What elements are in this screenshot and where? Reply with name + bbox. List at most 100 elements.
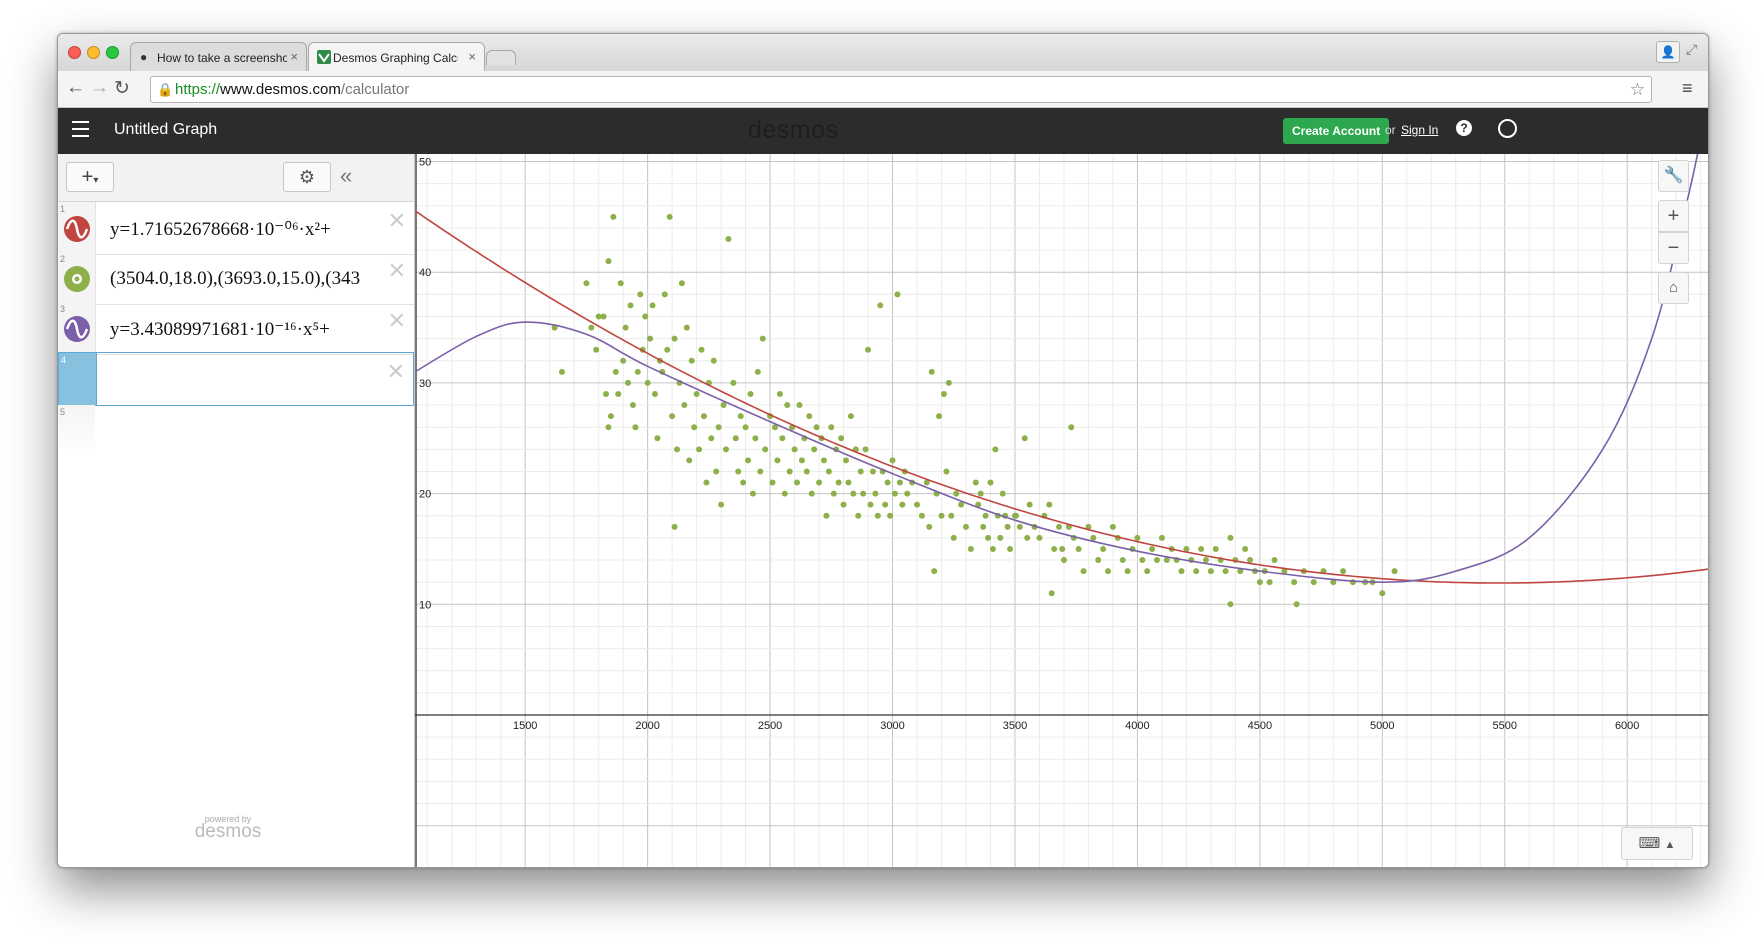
tab-close-icon[interactable]: ×	[290, 49, 298, 64]
delete-expression-icon[interactable]: ✕	[386, 359, 405, 384]
data-point	[889, 457, 896, 464]
expression-row-2[interactable]: 2 (3504.0,18.0),(3693.0,15.0),(343 ✕	[58, 252, 414, 305]
graph-title[interactable]: Untitled Graph	[114, 121, 218, 138]
gear-icon: ⚙	[298, 167, 316, 187]
data-point	[845, 479, 852, 486]
graph-canvas[interactable]: 1500 2000 2500 3000 3500 4000 4500 5000 5500 6000…	[415, 154, 1708, 867]
tab-close-icon[interactable]: ×	[468, 49, 476, 64]
data-point	[1247, 557, 1254, 564]
expression-index: 2	[60, 254, 66, 264]
collapse-panel-button[interactable]: «	[340, 163, 352, 189]
data-point	[982, 512, 989, 519]
data-point	[627, 302, 634, 309]
graph-paper[interactable]: 1500 2000 2500 3000 3500 4000 4500 5000 5500 6000…	[415, 154, 1708, 867]
data-point	[855, 512, 862, 519]
expression-row-5[interactable]: 5	[58, 405, 414, 455]
expression-text[interactable]: y=1.71652678668·10⁻⁰⁶·x²+	[110, 219, 331, 240]
back-arrow-icon[interactable]: ←	[66, 77, 85, 98]
url-path: /calculator	[340, 81, 410, 98]
desmos-header: Untitled Graph desmos Create Account or …	[58, 108, 1708, 154]
expression-row-4[interactable]: 4 ✕	[58, 352, 414, 406]
data-point	[625, 379, 632, 386]
data-point	[914, 501, 921, 508]
zoom-in-button[interactable]: +	[1658, 200, 1689, 232]
data-point	[654, 435, 661, 442]
expression-text[interactable]: (3504.0,18.0),(3693.0,15.0),(343	[110, 268, 361, 289]
data-point	[977, 490, 984, 497]
add-item-button[interactable]: +▾	[66, 162, 114, 192]
data-point	[999, 490, 1006, 497]
data-point	[747, 390, 754, 397]
data-point	[1085, 523, 1092, 530]
hamburger-menu-icon[interactable]	[72, 121, 89, 137]
tab-desmos[interactable]: Desmos Graphing Calculat ×	[308, 42, 485, 72]
graph-settings-button[interactable]: ⚙	[283, 162, 331, 192]
data-point	[887, 512, 894, 519]
minimize-window-button[interactable]	[87, 46, 100, 59]
expression-text[interactable]: y=3.43089971681·10⁻¹⁶·x⁵+	[110, 319, 330, 340]
tab-screenshot[interactable]: ● How to take a screenshot o ×	[130, 42, 307, 72]
sign-in-link[interactable]: Sign In	[1401, 123, 1439, 137]
help-icon[interactable]: ?	[1456, 120, 1472, 136]
delete-expression-icon[interactable]: ✕	[387, 208, 406, 233]
expression-row-1[interactable]: 1 y=1.71652678668·10⁻⁰⁶·x²+ ✕	[58, 202, 414, 255]
data-point	[1007, 545, 1014, 552]
data-point	[1095, 557, 1102, 564]
data-point	[791, 446, 798, 453]
data-point	[857, 468, 864, 475]
menu-icon[interactable]: ≡	[1682, 78, 1693, 98]
data-point	[882, 501, 889, 508]
data-point	[847, 413, 854, 420]
delete-expression-icon[interactable]: ✕	[387, 258, 406, 283]
data-point	[759, 335, 766, 342]
profile-icon[interactable]: 👤	[1656, 41, 1680, 63]
minus-icon: −	[1667, 237, 1680, 259]
expression-index: 5	[60, 407, 66, 417]
close-window-button[interactable]	[68, 46, 81, 59]
bookmark-star-icon[interactable]: ☆	[1629, 80, 1645, 99]
data-point	[779, 435, 786, 442]
quintic-fit-curve	[415, 154, 1699, 583]
x-tick-label: 3000	[880, 720, 904, 732]
data-point	[803, 468, 810, 475]
zoom-window-button[interactable]	[106, 46, 119, 59]
delete-expression-icon[interactable]: ✕	[387, 308, 406, 333]
data-point	[1178, 568, 1185, 575]
data-point	[593, 346, 600, 353]
wave-icon[interactable]	[63, 315, 91, 343]
data-point	[688, 357, 695, 364]
reload-icon[interactable]: ↻	[114, 78, 130, 99]
fullscreen-icon[interactable]: ⤢	[1686, 41, 1698, 57]
data-point	[1051, 545, 1058, 552]
new-tab-button[interactable]	[486, 50, 516, 65]
data-point	[1212, 545, 1219, 552]
expression-row-3[interactable]: 3 y=3.43089971681·10⁻¹⁶·x⁵+ ✕	[58, 302, 414, 355]
data-point	[940, 390, 947, 397]
data-point	[972, 479, 979, 486]
y-tick-label: 10	[419, 599, 431, 611]
data-point	[666, 213, 673, 220]
data-point	[644, 379, 651, 386]
data-point	[588, 324, 595, 331]
wave-icon[interactable]	[63, 215, 91, 243]
address-bar[interactable]: 🔒 https://www.desmos.com/calculator ☆	[150, 76, 1652, 103]
data-point	[950, 534, 957, 541]
create-account-button[interactable]: Create Account	[1283, 118, 1390, 144]
points-icon[interactable]	[63, 265, 91, 293]
keypad-toggle-button[interactable]: ⌨ ▲	[1621, 827, 1693, 860]
data-point	[715, 424, 722, 431]
tab-title: How to take a screenshot o	[157, 51, 287, 65]
data-point	[936, 413, 943, 420]
data-point	[1163, 557, 1170, 564]
data-point	[825, 468, 832, 475]
data-point	[1222, 568, 1229, 575]
graph-settings-wrench-button[interactable]: 🔧	[1658, 160, 1689, 192]
zoom-out-button[interactable]: −	[1658, 232, 1689, 264]
data-point	[776, 390, 783, 397]
globe-icon[interactable]	[1498, 119, 1517, 138]
browser-window: ● How to take a screenshot o × Desmos Gr…	[57, 33, 1709, 868]
forward-arrow-icon[interactable]: →	[90, 77, 109, 98]
data-point	[605, 258, 612, 265]
default-view-button[interactable]: ⌂	[1658, 272, 1689, 304]
data-point	[896, 479, 903, 486]
